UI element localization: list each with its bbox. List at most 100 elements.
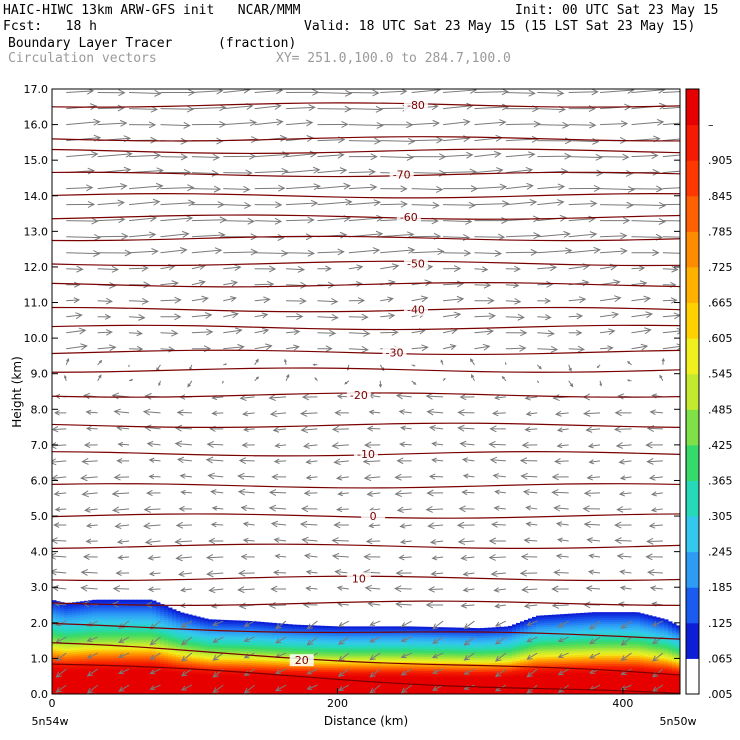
tracer-cell bbox=[548, 634, 553, 638]
tracer-cell bbox=[196, 634, 201, 638]
tracer-cell bbox=[388, 644, 393, 647]
tracer-cell bbox=[148, 663, 153, 667]
tracer-cell bbox=[380, 682, 385, 685]
tracer-cell bbox=[472, 646, 477, 649]
tracer-cell bbox=[304, 685, 309, 688]
tracer-cell bbox=[160, 650, 165, 653]
tracer-cell bbox=[72, 660, 77, 663]
tracer-cell bbox=[196, 666, 201, 670]
tracer-cell bbox=[216, 637, 221, 641]
tracer-cell bbox=[88, 684, 93, 687]
tracer-cell bbox=[56, 607, 61, 610]
tracer-cell bbox=[208, 649, 213, 652]
tracer-cell bbox=[84, 610, 89, 614]
tracer-cell bbox=[340, 648, 345, 651]
tracer-cell bbox=[52, 686, 57, 689]
tracer-cell bbox=[316, 643, 321, 647]
tracer-cell bbox=[208, 637, 213, 640]
tracer-cell bbox=[300, 688, 305, 692]
tracer-cell bbox=[172, 645, 177, 648]
tracer-cell bbox=[296, 638, 301, 642]
tracer-cell bbox=[176, 673, 181, 676]
tracer-cell bbox=[448, 651, 453, 654]
tracer-cell bbox=[208, 661, 213, 664]
tracer-cell bbox=[276, 661, 281, 664]
tracer-cell bbox=[524, 681, 529, 685]
tracer-cell bbox=[528, 666, 533, 669]
tracer-cell bbox=[208, 645, 213, 648]
tracer-cell bbox=[188, 632, 193, 636]
tracer-cell bbox=[204, 688, 209, 692]
tracer-cell bbox=[200, 655, 205, 659]
tracer-cell bbox=[72, 646, 77, 649]
tracer-cell bbox=[360, 692, 365, 694]
tracer-cell bbox=[536, 689, 541, 693]
tracer-cell bbox=[340, 632, 345, 635]
tracer-cell bbox=[96, 619, 101, 623]
tracer-cell bbox=[512, 664, 517, 667]
tracer-cell bbox=[456, 647, 461, 651]
tracer-cell bbox=[128, 683, 133, 687]
tracer-cell bbox=[172, 623, 177, 626]
tracer-cell bbox=[556, 634, 561, 637]
tracer-cell bbox=[372, 664, 377, 667]
tracer-cell bbox=[524, 623, 529, 627]
tracer-cell bbox=[148, 623, 153, 627]
tracer-cell bbox=[336, 688, 341, 691]
tracer-cell bbox=[208, 673, 213, 676]
tracer-cell bbox=[312, 637, 317, 640]
tracer-cell bbox=[228, 640, 233, 643]
tracer-cell bbox=[464, 637, 469, 641]
tracer-cell bbox=[88, 676, 93, 679]
tracer-cell bbox=[316, 641, 321, 645]
tracer-cell bbox=[80, 633, 85, 636]
tracer-cell bbox=[64, 669, 69, 672]
tracer-cell bbox=[240, 646, 245, 650]
tracer-cell bbox=[476, 650, 481, 653]
tracer-cell bbox=[360, 666, 365, 669]
tracer-cell bbox=[472, 628, 477, 631]
tracer-cell bbox=[176, 613, 181, 616]
tracer-cell bbox=[560, 620, 565, 623]
tracer-cell bbox=[256, 685, 261, 689]
tracer-cell bbox=[516, 658, 521, 662]
tracer-cell bbox=[372, 630, 377, 633]
tracer-cell bbox=[148, 629, 153, 633]
tracer-cell bbox=[532, 644, 537, 648]
tracer-cell bbox=[132, 667, 137, 671]
tracer-cell bbox=[432, 629, 437, 632]
tracer-cell bbox=[160, 676, 165, 679]
tracer-cell bbox=[436, 653, 441, 656]
tracer-cell bbox=[116, 625, 121, 629]
tracer-cell bbox=[216, 627, 221, 631]
tracer-cell bbox=[100, 651, 105, 655]
tracer-cell bbox=[272, 622, 277, 626]
tracer-cell bbox=[232, 672, 237, 675]
tracer-cell bbox=[480, 684, 485, 687]
tracer-cell bbox=[504, 628, 509, 632]
tracer-cell bbox=[412, 678, 417, 682]
tracer-cell bbox=[184, 651, 189, 655]
tracer-cell bbox=[172, 677, 177, 680]
tracer-cell bbox=[144, 619, 149, 623]
tracer-cell bbox=[408, 628, 413, 631]
tracer-cell bbox=[96, 639, 101, 643]
tracer-cell bbox=[268, 680, 273, 684]
tracer-cell bbox=[420, 670, 425, 674]
tracer-cell bbox=[316, 685, 321, 689]
tracer-cell bbox=[116, 647, 121, 651]
tracer-cell bbox=[528, 628, 533, 631]
tracer-cell bbox=[284, 637, 289, 641]
tracer-cell bbox=[408, 632, 413, 635]
tracer-cell bbox=[544, 617, 549, 620]
tracer-cell bbox=[256, 649, 261, 653]
tracer-cell bbox=[388, 636, 393, 639]
tracer-cell bbox=[532, 672, 537, 676]
tracer-cell bbox=[288, 626, 293, 629]
tracer-cell bbox=[336, 684, 341, 687]
tracer-cell bbox=[128, 611, 133, 615]
tracer-cell bbox=[548, 654, 553, 658]
tracer-cell bbox=[340, 626, 345, 629]
tracer-cell bbox=[124, 647, 129, 651]
tracer-cell bbox=[288, 692, 293, 694]
